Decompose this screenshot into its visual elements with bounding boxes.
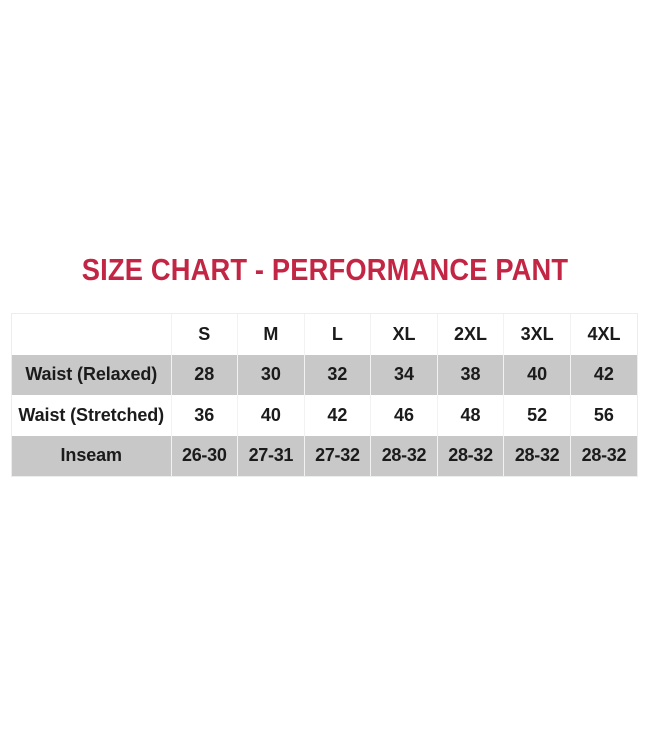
- cell-inseam-2xl: 28-32: [437, 435, 505, 476]
- cell-waist-stretched-s: 36: [171, 395, 239, 436]
- cell-inseam-xl: 28-32: [370, 435, 438, 476]
- table-row: Waist (Stretched) 36 40 42 46 48 52 56: [12, 395, 637, 436]
- column-header-s: S: [171, 314, 239, 355]
- cell-waist-relaxed-l: 32: [304, 354, 372, 395]
- cell-inseam-l: 27-32: [304, 435, 372, 476]
- cell-waist-relaxed-3xl: 40: [503, 354, 571, 395]
- cell-waist-stretched-2xl: 48: [437, 395, 505, 436]
- cell-waist-relaxed-4xl: 42: [570, 354, 637, 395]
- table-row: Waist (Relaxed) 28 30 32 34 38 40 42: [12, 354, 637, 395]
- cell-inseam-s: 26-30: [171, 435, 239, 476]
- row-label-waist-stretched: Waist (Stretched): [12, 395, 172, 436]
- table-corner-cell: [12, 314, 172, 355]
- cell-waist-stretched-m: 40: [237, 395, 305, 436]
- size-chart-table-container: S M L XL 2XL 3XL 4XL Waist (Relaxed) 28 …: [11, 313, 638, 477]
- column-header-4xl: 4XL: [570, 314, 637, 355]
- column-header-l: L: [304, 314, 372, 355]
- column-header-m: M: [237, 314, 305, 355]
- cell-waist-relaxed-s: 28: [171, 354, 239, 395]
- size-chart-table: S M L XL 2XL 3XL 4XL Waist (Relaxed) 28 …: [12, 314, 637, 476]
- cell-waist-relaxed-2xl: 38: [437, 354, 505, 395]
- cell-waist-relaxed-m: 30: [237, 354, 305, 395]
- page-title: SIZE CHART - PERFORMANCE PANT: [81, 252, 569, 287]
- cell-inseam-4xl: 28-32: [570, 435, 637, 476]
- cell-waist-stretched-l: 42: [304, 395, 372, 436]
- cell-waist-relaxed-xl: 34: [370, 354, 438, 395]
- row-label-waist-relaxed: Waist (Relaxed): [12, 354, 172, 395]
- column-header-xl: XL: [370, 314, 438, 355]
- column-header-2xl: 2XL: [437, 314, 505, 355]
- table-header-row: S M L XL 2XL 3XL 4XL: [12, 314, 637, 355]
- cell-inseam-m: 27-31: [237, 435, 305, 476]
- cell-waist-stretched-xl: 46: [370, 395, 438, 436]
- cell-waist-stretched-3xl: 52: [503, 395, 571, 436]
- row-label-inseam: Inseam: [12, 435, 172, 476]
- cell-waist-stretched-4xl: 56: [570, 395, 637, 436]
- cell-inseam-3xl: 28-32: [503, 435, 571, 476]
- table-row: Inseam 26-30 27-31 27-32 28-32 28-32 28-…: [12, 435, 637, 476]
- column-header-3xl: 3XL: [503, 314, 571, 355]
